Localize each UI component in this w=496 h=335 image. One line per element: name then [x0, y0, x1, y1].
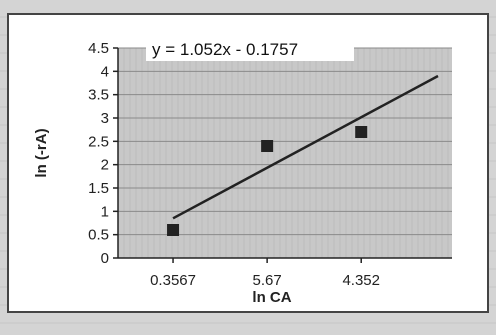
y-tick-label: 4.5 — [88, 40, 109, 57]
equation-background — [146, 38, 354, 61]
y-tick-label: 0.5 — [88, 227, 109, 244]
plot-area — [118, 48, 452, 258]
y-tick-label: 4 — [101, 63, 109, 80]
y-axis-ticks: 0 0.5 1 1.5 2 2.5 3 3.5 4 4.5 — [88, 40, 118, 267]
x-axis-title: ln CA — [252, 289, 291, 306]
y-tick-label: 2.5 — [88, 133, 109, 150]
data-point — [261, 140, 274, 152]
x-tick-label: 5.67 — [253, 272, 282, 289]
y-tick-label: 3.5 — [88, 87, 109, 104]
data-points — [167, 126, 368, 236]
y-axis-title: ln (-rA) — [33, 128, 50, 177]
y-tick-label: 3 — [101, 110, 109, 127]
x-tick-label: 0.3567 — [150, 272, 196, 289]
y-tick-label: 0 — [101, 250, 109, 267]
data-point — [355, 126, 368, 138]
trendline-equation: y = 1.052x - 0.1757 — [152, 40, 298, 59]
y-tick-label: 1 — [101, 203, 109, 220]
y-tick-label: 2 — [101, 157, 109, 174]
data-point — [167, 224, 180, 236]
y-tick-label: 1.5 — [88, 180, 109, 197]
x-axis-ticks: 0.3567 5.67 4.352 — [150, 258, 380, 289]
trendline — [172, 74, 439, 220]
x-tick-label: 4.352 — [342, 272, 380, 289]
